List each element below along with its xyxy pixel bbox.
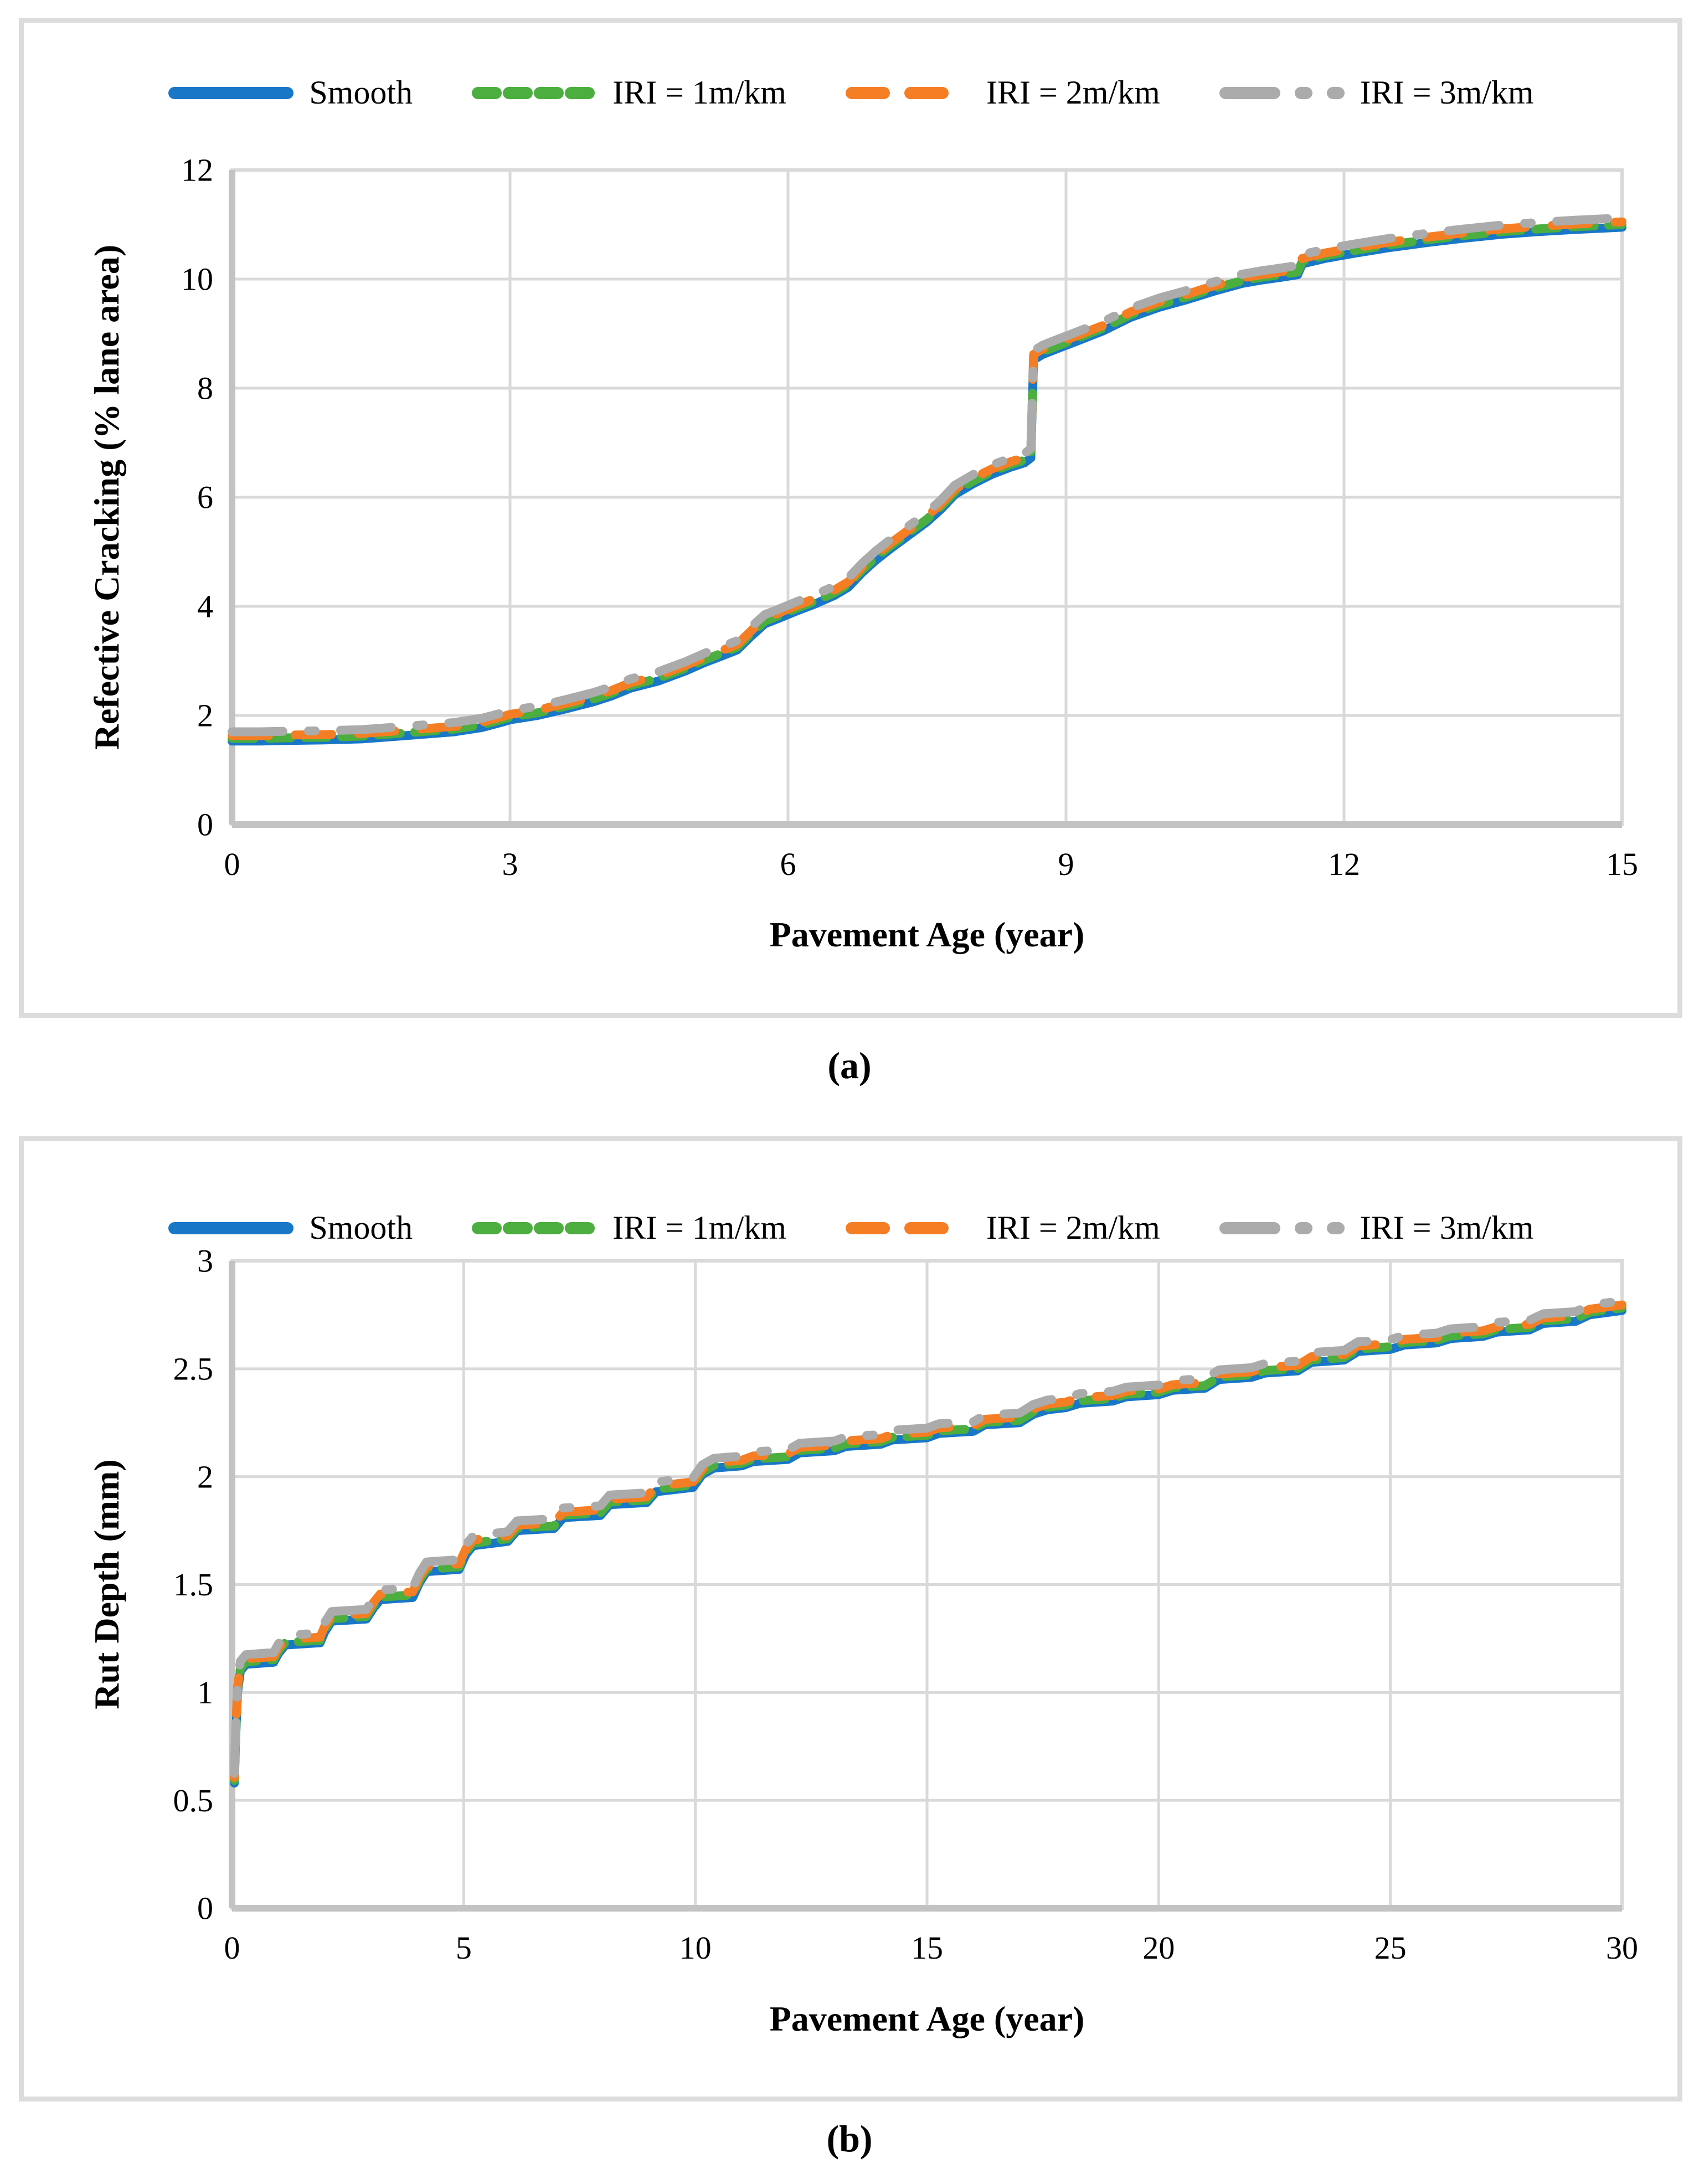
legend-line-sample-iri-3m-km	[1219, 1222, 1345, 1234]
y-tick-label: 2	[197, 698, 213, 734]
legend-item-smooth: Smooth	[167, 74, 413, 112]
series-line-iri-3m-km	[230, 1296, 1626, 1778]
legend: Smooth IRI = 1m/km IRI = 2m/km IRI = 3m/km	[24, 1209, 1677, 1247]
plot-area-svg-a: 0 2 4 6 8 10 12 0 3 6 9 12 15	[181, 152, 1638, 883]
x-tick-label: 3	[502, 846, 518, 882]
x-tick-label: 30	[1606, 1930, 1638, 1966]
legend-label-iri-1m-km: IRI = 1m/km	[612, 1209, 786, 1246]
legend: Smooth IRI = 1m/km IRI = 2m/km IRI = 3m/km	[24, 74, 1677, 112]
y-tick-label: 2	[197, 1459, 213, 1495]
legend-label-iri-2m-km: IRI = 2m/km	[986, 74, 1160, 111]
legend-line-sample-iri-2m-km	[845, 1222, 971, 1234]
x-tick-label: 15	[911, 1930, 943, 1966]
x-tick-label: 9	[1058, 846, 1074, 882]
plot-area-svg-b: 00.511.522.530 5 10 15 20 25 30	[173, 1243, 1639, 1966]
legend-item-iri-3m-km: IRI = 3m/km	[1218, 1209, 1534, 1247]
x-tick-label: 10	[679, 1930, 712, 1966]
legend-line-sample-iri-1m-km	[472, 1222, 598, 1234]
y-tick-label: 10	[181, 261, 213, 297]
legend-item-iri-2m-km: IRI = 2m/km	[845, 1209, 1160, 1247]
x-tick-label: 0	[224, 846, 240, 882]
y-tick-label: 4	[197, 589, 213, 625]
legend-label-iri-1m-km: IRI = 1m/km	[612, 74, 786, 111]
x-tick-label: 25	[1374, 1930, 1407, 1966]
legend-line-sample-iri-2m-km	[845, 86, 971, 99]
legend-line-sample-iri-3m-km	[1219, 86, 1345, 99]
y-axis-title-a: Refective Cracking (% lane area)	[87, 244, 126, 750]
legend-label-iri-2m-km: IRI = 2m/km	[986, 1209, 1160, 1246]
y-tick-label: 2.5	[173, 1351, 214, 1387]
y-tick-label: 0	[197, 807, 213, 843]
x-axis-title-b: Pavement Age (year)	[769, 1999, 1085, 2038]
chart-panel-b: Smooth IRI = 1m/km IRI = 2m/km IRI = 3m/km …	[19, 1136, 1682, 2101]
figure-caption-b: (b)	[826, 2118, 873, 2160]
x-axis-title-a: Pavement Age (year)	[769, 915, 1085, 954]
legend-label-iri-3m-km: IRI = 3m/km	[1360, 74, 1534, 111]
legend-item-iri-1m-km: IRI = 1m/km	[471, 74, 786, 112]
legend-label-smooth: Smooth	[309, 74, 413, 111]
series-line-iri-3m-km	[228, 213, 1626, 736]
x-tick-label: 15	[1606, 846, 1638, 882]
chart-panel-a: Smooth IRI = 1m/km IRI = 2m/km IRI = 3m/km …	[19, 18, 1682, 1018]
legend-item-iri-3m-km: IRI = 3m/km	[1218, 74, 1534, 112]
legend-line-sample-iri-1m-km	[472, 86, 598, 99]
legend-item-smooth: Smooth	[167, 1209, 413, 1247]
legend-line-sample-smooth	[168, 1222, 294, 1234]
y-tick-label: 1	[197, 1675, 213, 1711]
y-tick-label: 1.5	[173, 1567, 214, 1603]
series-line-smooth	[228, 223, 1626, 746]
x-tick-label: 5	[456, 1930, 472, 1966]
y-tick-label: 6	[197, 480, 213, 516]
x-tick-label: 20	[1142, 1930, 1175, 1966]
series-line-iri-2m-km	[228, 217, 1626, 740]
figure-caption-a: (a)	[827, 1044, 872, 1086]
y-tick-label: 12	[181, 152, 213, 188]
y-tick-label: 3	[197, 1243, 213, 1279]
legend-item-iri-2m-km: IRI = 2m/km	[845, 74, 1160, 112]
y-tick-label: 0	[197, 1891, 213, 1927]
legend-item-iri-1m-km: IRI = 1m/km	[471, 1209, 786, 1247]
legend-label-iri-3m-km: IRI = 3m/km	[1360, 1209, 1534, 1246]
y-tick-label: 8	[197, 370, 213, 406]
x-tick-label: 0	[224, 1930, 240, 1966]
x-tick-label: 6	[780, 846, 796, 882]
legend-label-smooth: Smooth	[309, 1209, 413, 1246]
legend-line-sample-smooth	[168, 86, 294, 99]
y-axis-title-b: Rut Depth (mm)	[87, 1459, 126, 1709]
x-tick-label: 12	[1328, 846, 1360, 882]
y-tick-label: 0.5	[173, 1783, 214, 1819]
series-line-iri-1m-km	[228, 220, 1626, 743]
